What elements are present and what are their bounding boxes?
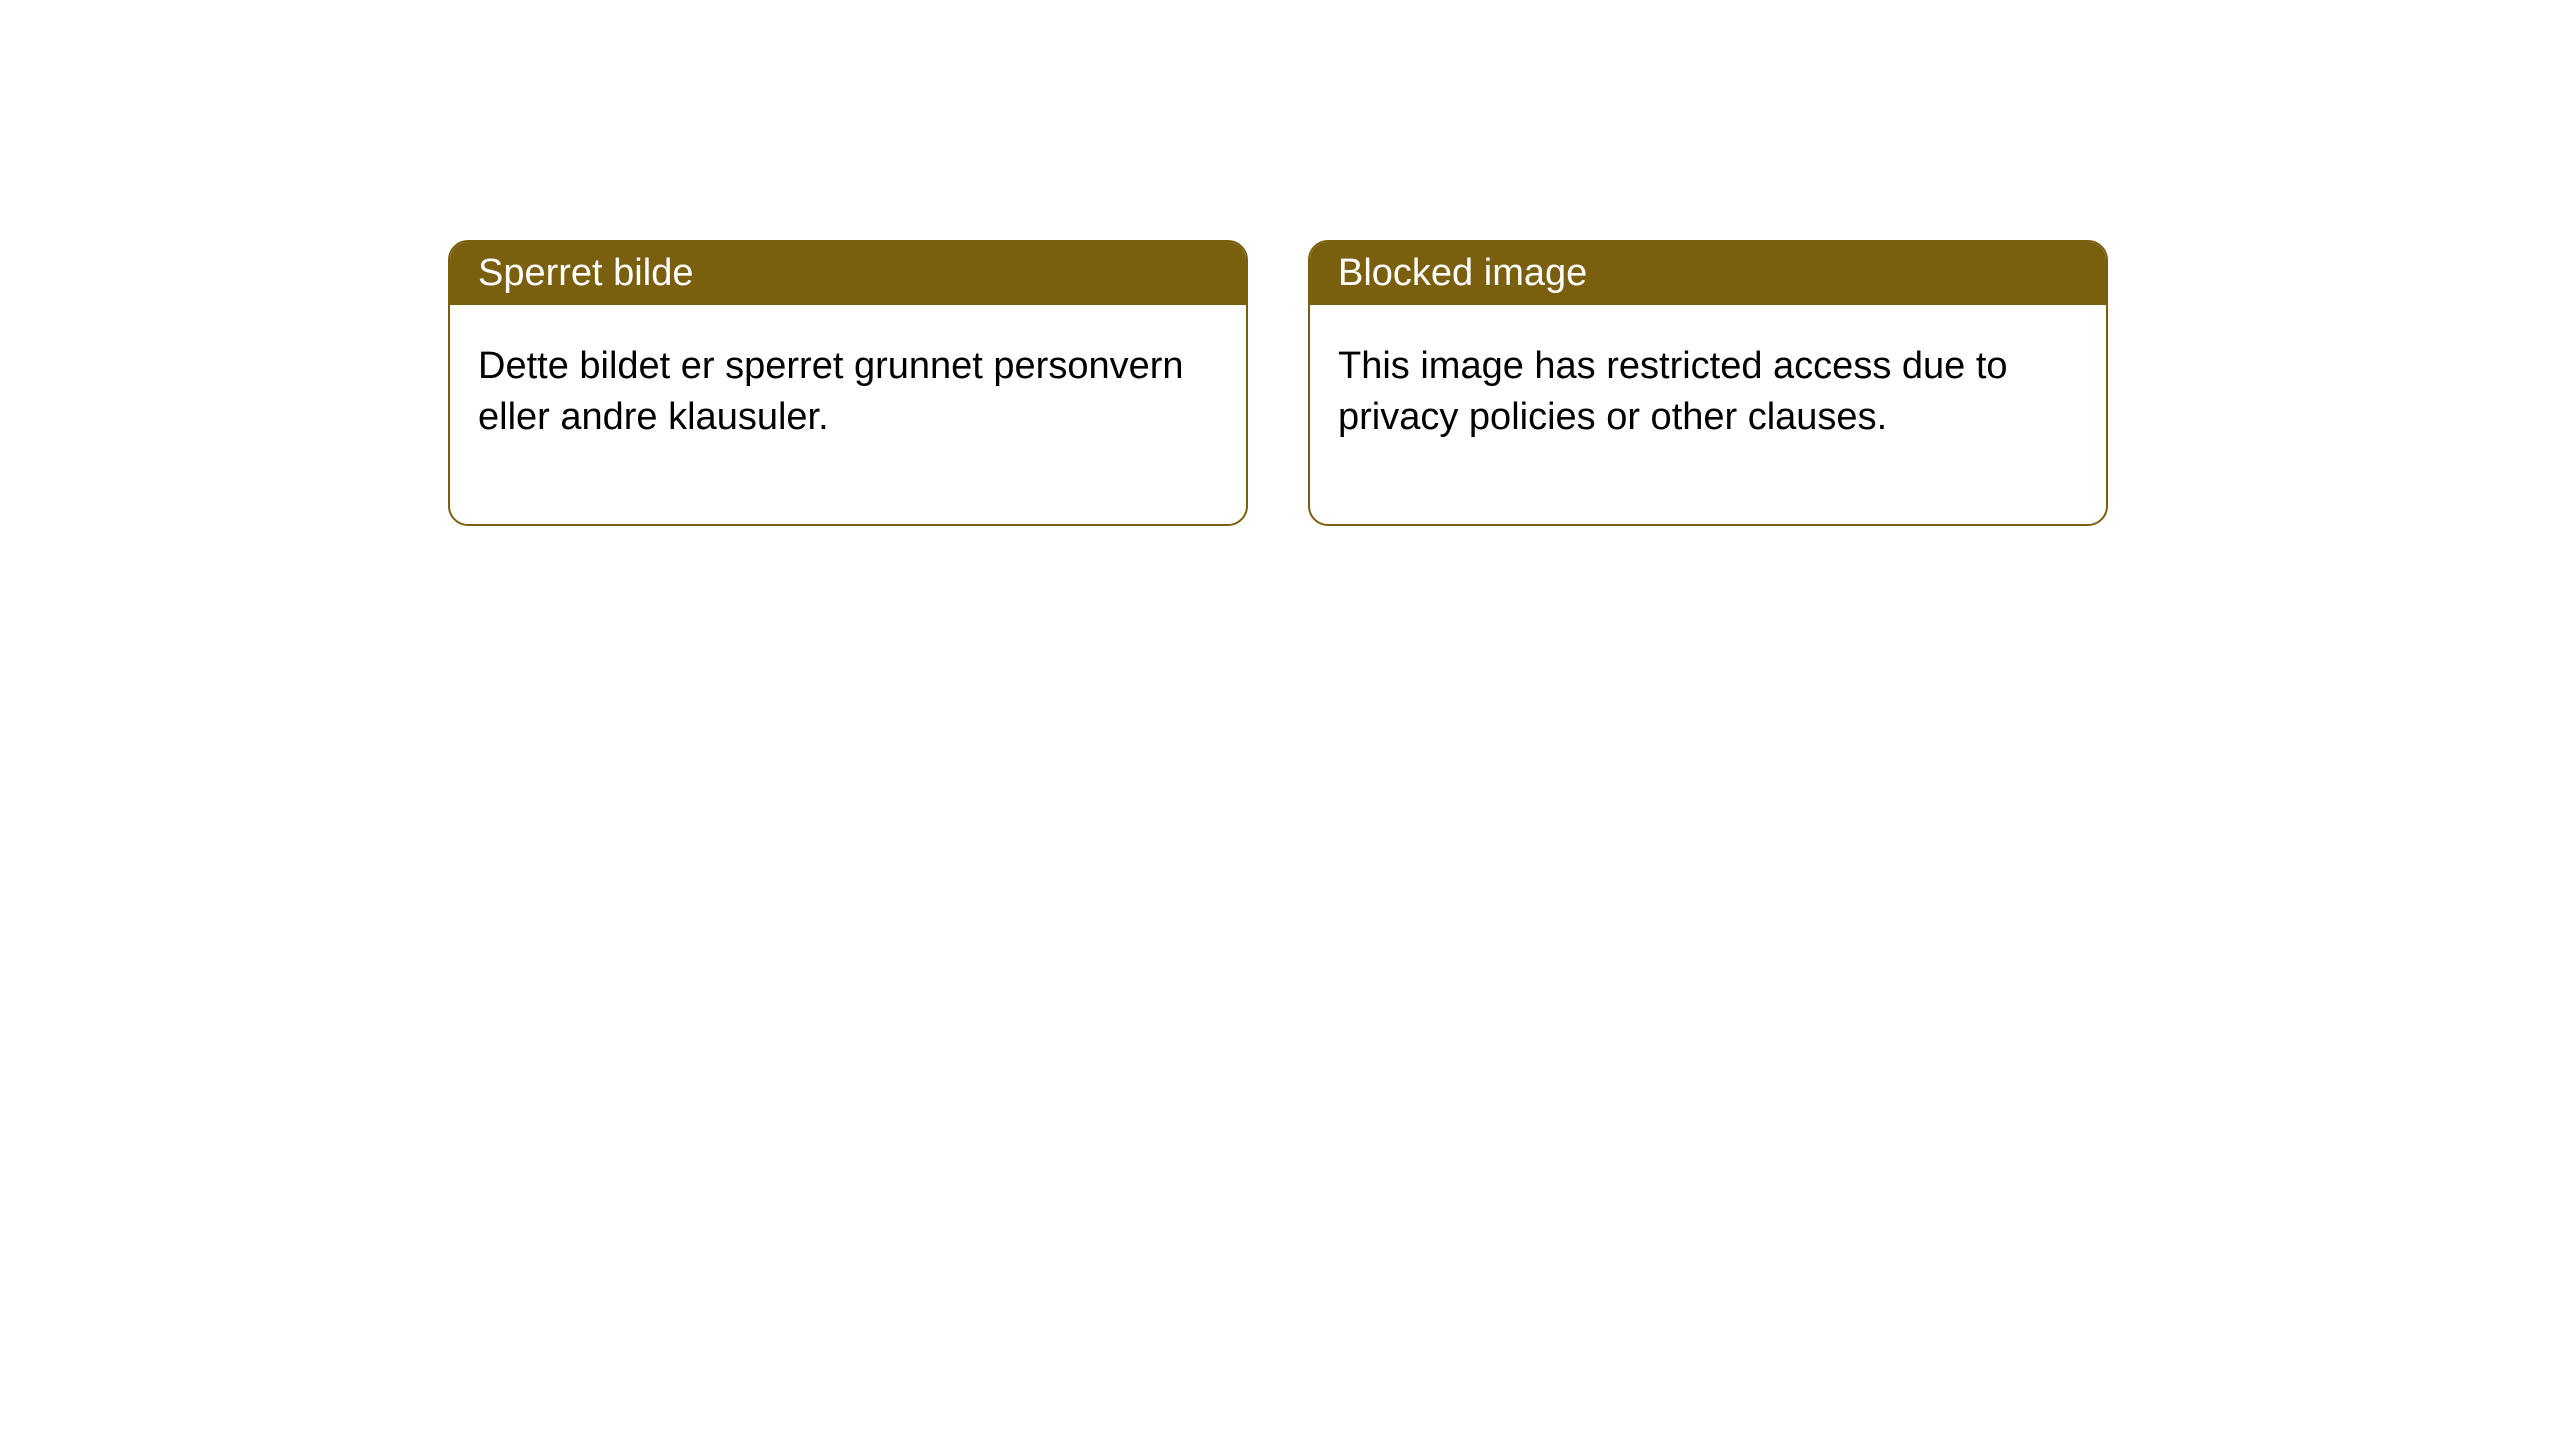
card-body-text: Dette bildet er sperret grunnet personve…: [478, 345, 1184, 438]
card-header: Blocked image: [1310, 242, 2106, 305]
card-body: This image has restricted access due to …: [1310, 305, 2106, 524]
card-title: Sperret bilde: [478, 252, 693, 294]
info-card-english: Blocked image This image has restricted …: [1308, 240, 2108, 526]
info-cards-container: Sperret bilde Dette bildet er sperret gr…: [448, 240, 2108, 526]
card-body-text: This image has restricted access due to …: [1338, 345, 2008, 438]
card-header: Sperret bilde: [450, 242, 1246, 305]
card-body: Dette bildet er sperret grunnet personve…: [450, 305, 1246, 524]
card-title: Blocked image: [1338, 252, 1587, 294]
info-card-norwegian: Sperret bilde Dette bildet er sperret gr…: [448, 240, 1248, 526]
